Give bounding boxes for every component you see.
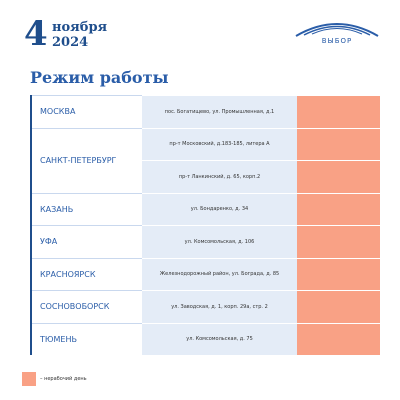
legend-text: – нерабочий день <box>40 376 87 382</box>
table: МОСКВА пос. Богатищево, ул. Промышленная,… <box>30 95 380 355</box>
address-cell: пос. Богатищево, ул. Промышленная, д.1 <box>142 95 297 128</box>
address-cell: ул. Комсомольская, д. 75 <box>142 322 297 355</box>
day-off-cell <box>297 127 380 160</box>
address-cell: Железнодорожный район, ул. Бограда, д. 8… <box>142 257 297 290</box>
city-cell: МОСКВА <box>32 95 142 128</box>
year: 2024 <box>52 35 89 50</box>
title: Режим работы <box>30 68 169 87</box>
address-cell: ул. Комсомольская, д. 106 <box>142 225 297 258</box>
logo: ВЫБОР <box>295 23 379 45</box>
address-cell: ул. Бондаренко, д. 34 <box>142 192 297 225</box>
day-off-cell <box>297 160 380 193</box>
city-cell: КАЗАНЬ <box>32 192 142 226</box>
day-off-cell <box>297 95 380 128</box>
month-year: ноября 2024 <box>52 20 107 50</box>
day-off-cell <box>297 257 380 290</box>
month: ноября <box>52 20 108 35</box>
logo-text: ВЫБОР <box>322 37 353 45</box>
city-cell: КРАСНОЯРСК <box>32 257 142 291</box>
city-cell: ТЮМЕНЬ <box>32 322 142 356</box>
city-cell: САНКТ-ПЕТЕРБУРГ <box>32 127 142 193</box>
day-off-cell <box>297 192 380 225</box>
address-cell: пр-т Московский, д.183-185, литера А <box>142 127 297 160</box>
day-off-cell <box>297 225 380 258</box>
day-off-cell <box>297 322 380 355</box>
city-cell: УФА <box>32 225 142 258</box>
address-cell: пр-т Ланкинский, д. 65, корп.2 <box>142 160 297 193</box>
legend-swatch <box>22 372 36 386</box>
day: 4 <box>24 14 48 54</box>
address-cell: ул. Заводская, д. 1, корп. 29а, стр. 2 <box>142 290 297 323</box>
day-off-cell <box>297 290 380 323</box>
city-cell: СОСНОВОБОРСК <box>32 290 142 323</box>
